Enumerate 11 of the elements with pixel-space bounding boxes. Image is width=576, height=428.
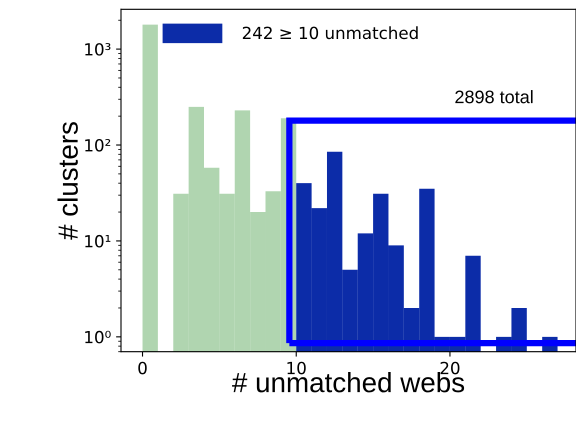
- y-tick-label: 10³: [85, 43, 110, 56]
- x-axis-title: # unmatched webs: [232, 372, 464, 392]
- legend-label: 242 ≥ 10 unmatched: [242, 26, 418, 40]
- y-axis-title: # clusters: [57, 122, 78, 240]
- y-tick-label: 10²: [85, 138, 110, 152]
- x-tick-label: 20: [440, 362, 460, 374]
- y-tick-label: 10¹: [85, 234, 110, 248]
- x-tick-label: 10: [287, 362, 306, 374]
- x-tick-label: 0: [138, 362, 147, 374]
- annotation: 2898 total: [455, 90, 533, 104]
- y-tick-label: 10⁰: [85, 330, 111, 344]
